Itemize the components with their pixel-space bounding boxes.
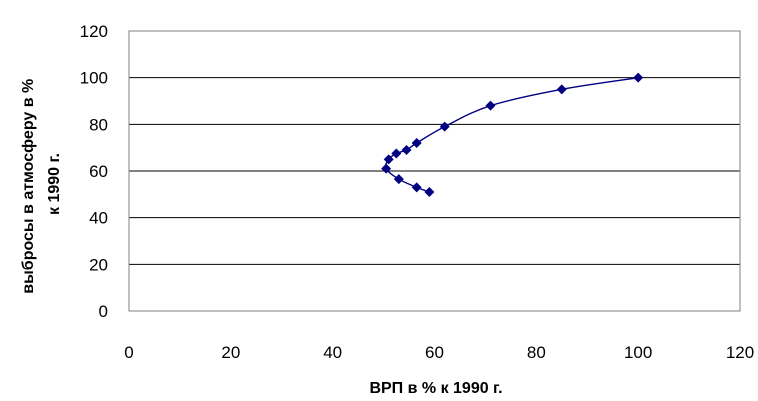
- data-point-marker: [411, 182, 422, 193]
- x-tick-label: 120: [726, 343, 754, 362]
- x-tick-label: 40: [323, 343, 342, 362]
- data-point-marker: [556, 84, 567, 95]
- y-tick-label: 40: [89, 209, 108, 228]
- data-point-marker: [633, 72, 644, 83]
- y-tick-label: 20: [89, 255, 108, 274]
- x-tick-label: 80: [527, 343, 546, 362]
- data-point-marker: [391, 148, 402, 159]
- data-point-marker: [393, 174, 404, 185]
- data-point-marker: [383, 154, 394, 165]
- data-point-markers: [381, 72, 644, 197]
- y-tick-label: 100: [80, 69, 108, 88]
- series-line: [384, 76, 639, 193]
- x-axis-title: ВРП в % к 1990 г.: [369, 380, 502, 397]
- data-point-marker: [424, 187, 435, 197]
- x-tick-label: 60: [425, 343, 444, 362]
- y-axis-title-line-2: к 1990 г.: [46, 153, 63, 215]
- x-tick-label: 20: [221, 343, 240, 362]
- y-axis-tick-labels: 0 20 40 60 80 100 120: [80, 22, 108, 321]
- x-tick-label: 0: [124, 343, 133, 362]
- data-point-marker: [381, 163, 392, 174]
- data-point-marker: [485, 100, 496, 111]
- y-tick-label: 80: [89, 115, 108, 134]
- y-tick-label: 0: [99, 302, 108, 321]
- data-point-marker: [439, 121, 450, 132]
- horizontal-gridlines: [129, 77, 740, 265]
- y-axis-title-line-1: выбросы в атмосферу в %: [20, 79, 37, 294]
- data-point-marker: [411, 138, 422, 148]
- data-point-marker: [401, 145, 412, 155]
- x-axis-tick-labels: 0 20 40 60 80 100 120: [124, 343, 754, 362]
- x-tick-label: 100: [624, 343, 652, 362]
- y-axis-title: выбросы в атмосферу в % к 1990 г.: [20, 74, 63, 293]
- y-tick-label: 120: [80, 22, 108, 41]
- plot-area-frame: [128, 30, 741, 312]
- y-tick-label: 60: [89, 162, 108, 181]
